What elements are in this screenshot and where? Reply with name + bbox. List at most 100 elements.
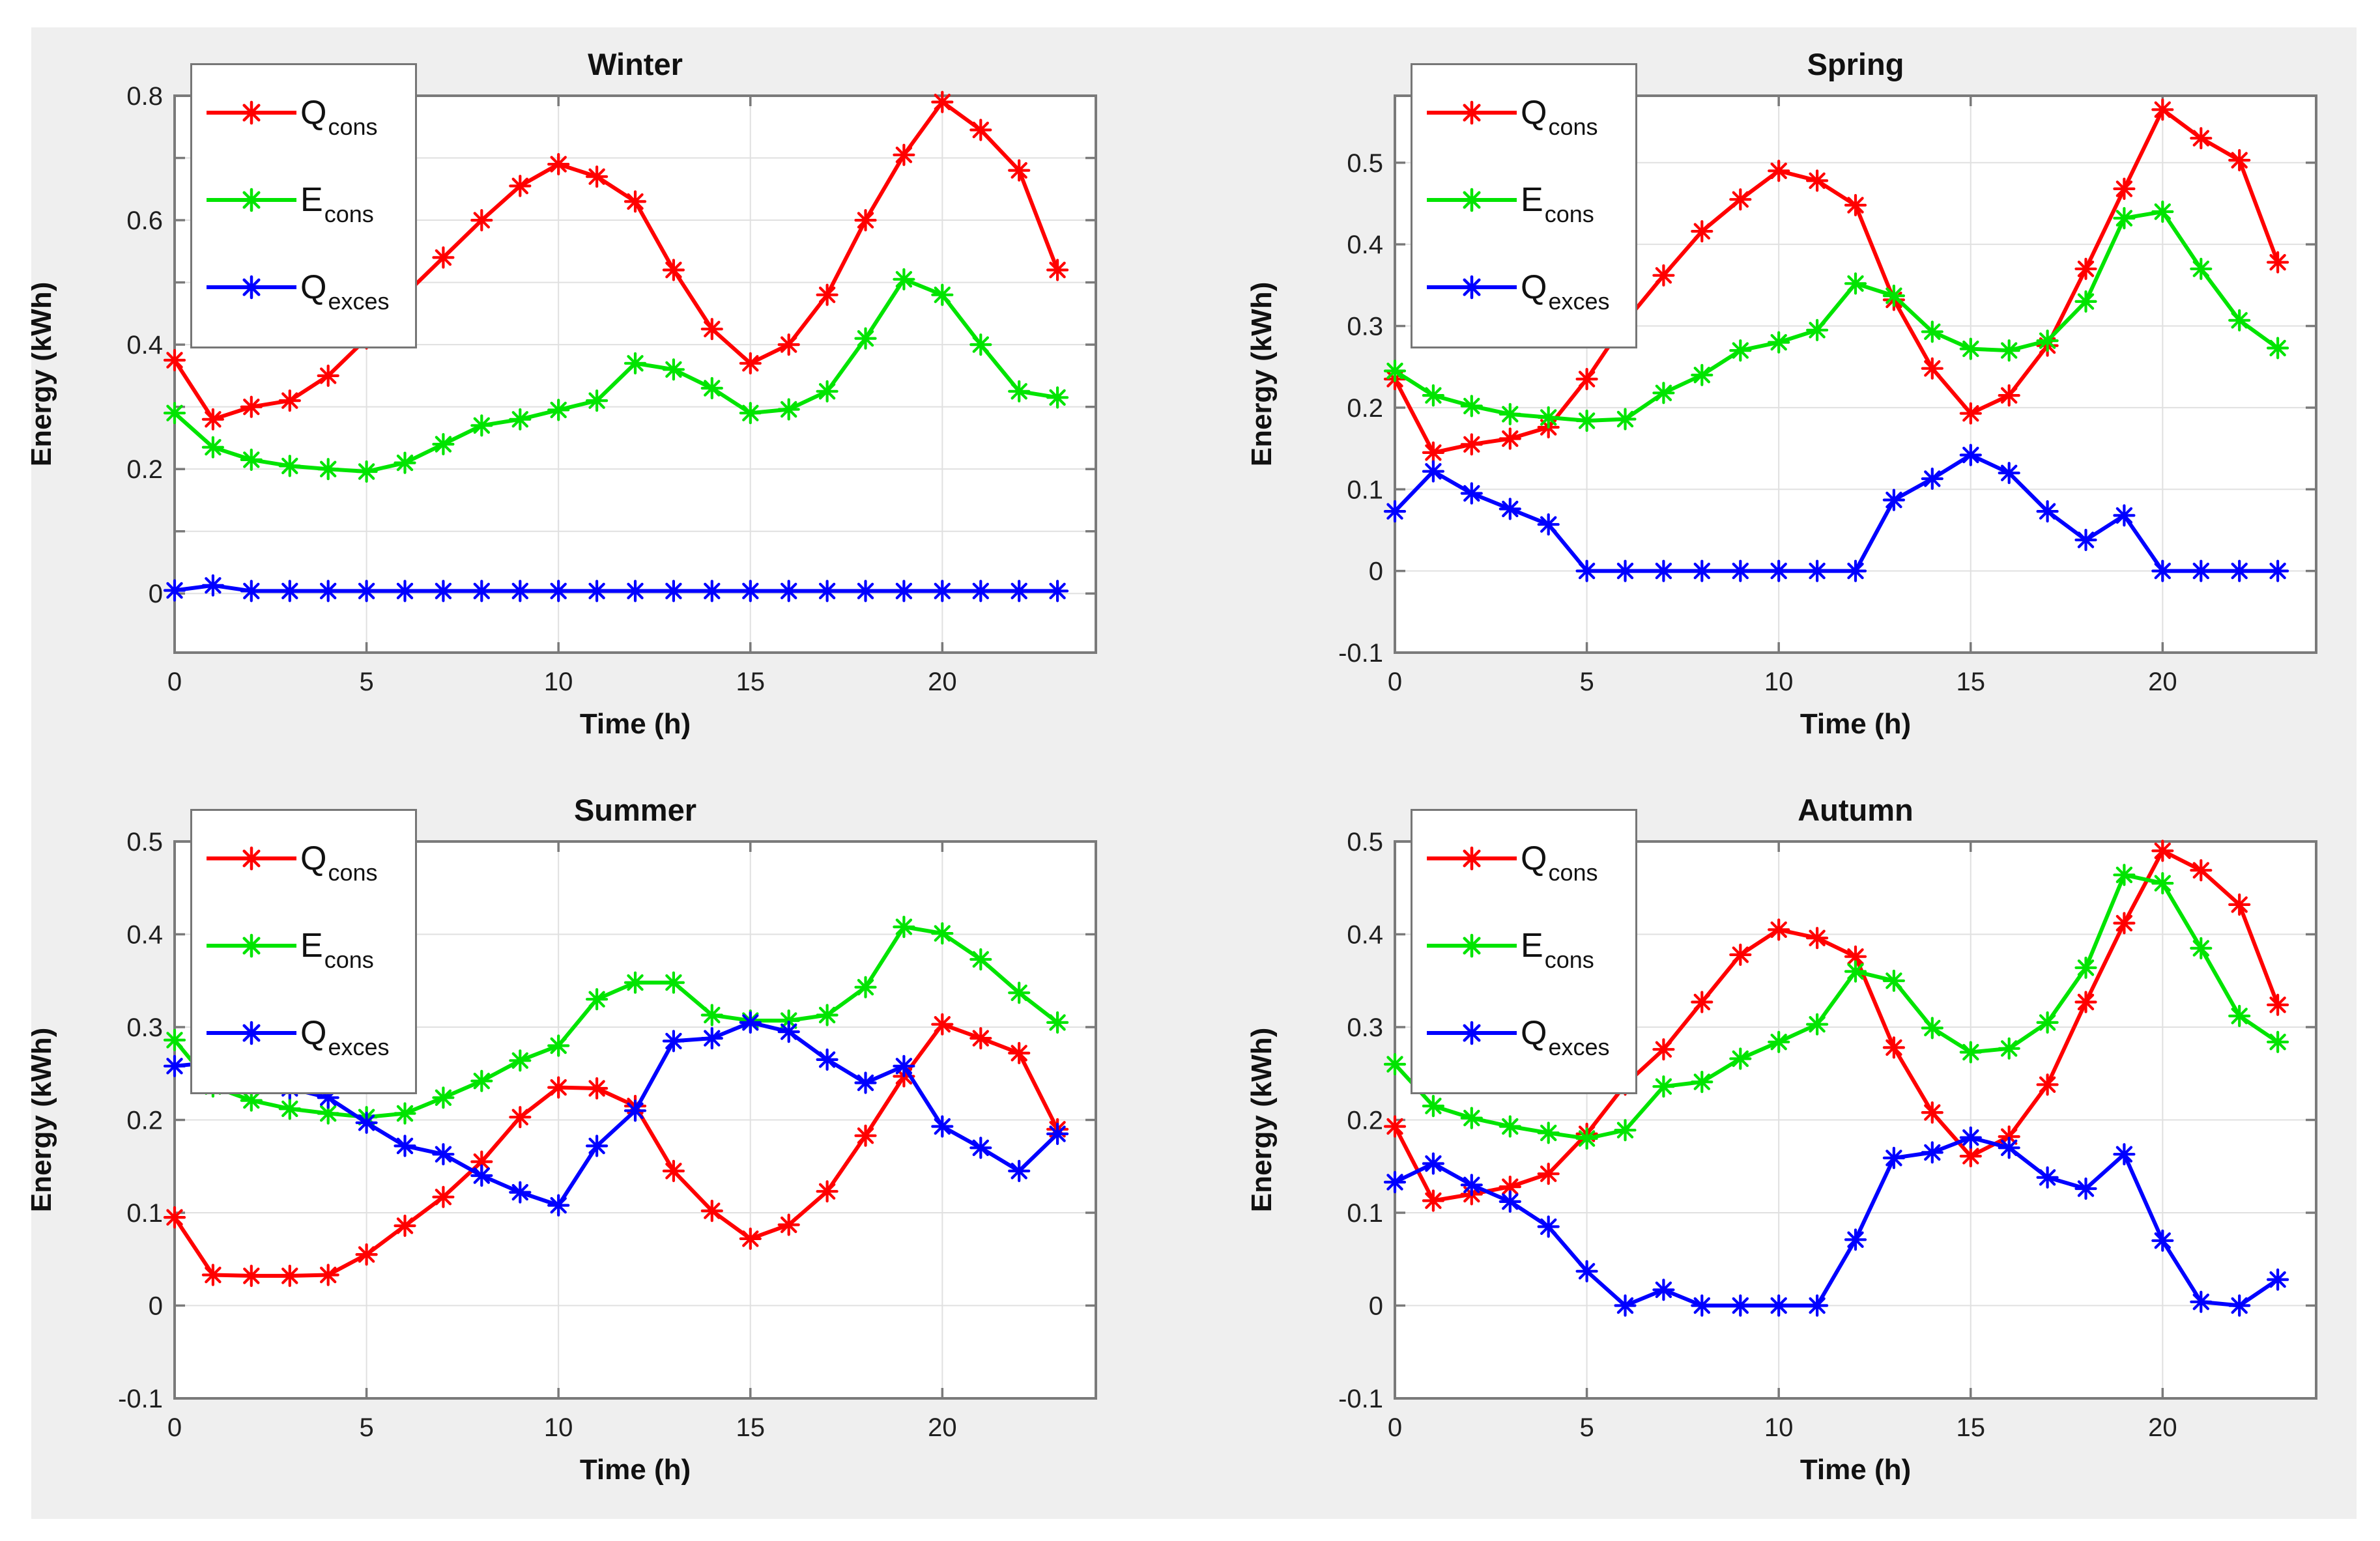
asterisk-marker [1537, 513, 1560, 536]
asterisk-marker [739, 1011, 762, 1034]
legend-sample-Q_exces [1427, 1021, 1517, 1045]
subplot-winter: 0 5 10 15 20 0 0.2 0.4 0.6 0.8 Winter Time (h) Energ… [31, 27, 1194, 773]
x-tick-label: 0 [1388, 1413, 1402, 1442]
asterisk-marker [624, 190, 647, 213]
asterisk-marker [1575, 1260, 1598, 1282]
asterisk-marker [585, 389, 609, 412]
y-tick-label: 0.2 [126, 455, 163, 484]
legend-label-main: E [300, 927, 323, 965]
asterisk-marker [816, 380, 839, 403]
asterisk-marker [2228, 893, 2251, 916]
series-line-Q_cons [1393, 849, 2280, 1203]
asterisk-marker [1652, 264, 1675, 287]
asterisk-marker [1768, 1030, 1790, 1053]
legend-label-main: E [1521, 181, 1543, 219]
asterisk-marker [1805, 1013, 1829, 1036]
y-tick-label: 0.2 [1347, 1107, 1383, 1135]
asterisk-marker [432, 1185, 455, 1208]
asterisk-marker [1652, 559, 1675, 582]
y-tick-label: -0.1 [1338, 639, 1383, 668]
asterisk-marker [1844, 272, 1867, 295]
axes-box [173, 94, 1097, 654]
asterisk-marker [1498, 1190, 1521, 1213]
x-tick-label: 20 [928, 668, 957, 696]
asterisk-marker [1652, 1279, 1675, 1301]
asterisk-marker [816, 1048, 839, 1071]
asterisk-marker [739, 352, 762, 375]
asterisk-marker [2228, 1294, 2251, 1317]
asterisk-marker [547, 1076, 570, 1099]
asterisk-marker [739, 402, 762, 425]
asterisk-marker [777, 333, 800, 356]
asterisk-marker [893, 916, 915, 939]
legend-label-Q_cons: Qcons [300, 841, 378, 884]
asterisk-marker [394, 1135, 416, 1157]
asterisk-marker [1805, 559, 1829, 582]
asterisk-marker [1729, 1294, 1752, 1317]
legend-item-Q_exces: Qexces [1412, 989, 1635, 1077]
legend-sample-Q_cons [1427, 100, 1517, 125]
legend-item-E_cons: Econs [1412, 156, 1635, 244]
y-tick-label: 0.5 [126, 828, 163, 856]
asterisk-marker [2266, 993, 2289, 1016]
legend-label-Q_exces: Qexces [300, 1016, 390, 1059]
asterisk-marker [1768, 160, 1790, 182]
asterisk-marker [1691, 1294, 1713, 1317]
asterisk-marker [2266, 1268, 2289, 1291]
asterisk-marker [1882, 488, 1906, 511]
series-Q_exces [163, 574, 1069, 602]
legend-sample-E_cons [1427, 188, 1517, 212]
asterisk-marker [355, 1243, 378, 1266]
legend-label-main: Q [300, 268, 327, 306]
asterisk-marker [1652, 382, 1675, 404]
asterisk-marker [278, 389, 301, 412]
asterisk-marker [1537, 1215, 1560, 1238]
x-tick-label: 20 [2148, 668, 2177, 696]
asterisk-marker [201, 436, 224, 459]
asterisk-marker [585, 1135, 609, 1157]
asterisk-marker [777, 1021, 800, 1043]
asterisk-marker [2151, 559, 2174, 582]
asterisk-marker [1614, 408, 1637, 431]
asterisk-marker [1383, 360, 1407, 382]
asterisk-marker [1729, 559, 1752, 582]
asterisk-marker [1460, 395, 1483, 417]
asterisk-marker [1998, 384, 2020, 407]
x-axis-label: Time (h) [580, 1454, 691, 1486]
asterisk-marker [2151, 840, 2174, 862]
asterisk-marker [1008, 982, 1031, 1004]
legend-item-Q_cons: Qcons [192, 815, 415, 902]
asterisk-marker [854, 209, 877, 232]
asterisk-marker [239, 1021, 264, 1045]
asterisk-marker [1844, 559, 1867, 582]
asterisk-marker [2074, 257, 2097, 280]
asterisk-marker [854, 1071, 877, 1094]
asterisk-marker [1459, 933, 1484, 958]
asterisk-marker [1768, 331, 1790, 354]
asterisk-marker [432, 432, 455, 456]
legend-item-Q_exces: Qexces [1412, 244, 1635, 331]
asterisk-marker [509, 175, 532, 197]
asterisk-marker [163, 1054, 186, 1077]
asterisk-marker [1882, 1146, 1906, 1170]
x-tick-label: 10 [544, 668, 573, 696]
asterisk-marker [2190, 1290, 2213, 1313]
asterisk-marker [2151, 1229, 2174, 1252]
legend-label-subscript: exces [1548, 1034, 1610, 1060]
legend-label-main: Q [1521, 268, 1547, 306]
x-tick-label: 10 [1764, 1413, 1794, 1442]
asterisk-marker [777, 1213, 800, 1236]
asterisk-marker [547, 580, 570, 602]
asterisk-marker [1844, 193, 1867, 217]
legend-label-subscript: cons [324, 946, 374, 973]
asterisk-marker [1614, 559, 1637, 582]
asterisk-marker [1691, 559, 1713, 582]
legend-sample-Q_exces [207, 1021, 296, 1045]
asterisk-marker [2113, 1143, 2136, 1166]
asterisk-marker [893, 1054, 915, 1077]
legend-label-Q_cons: Qcons [300, 96, 378, 139]
asterisk-marker [2074, 1177, 2097, 1200]
asterisk-marker [2036, 1011, 2059, 1034]
asterisk-marker [470, 1164, 493, 1187]
